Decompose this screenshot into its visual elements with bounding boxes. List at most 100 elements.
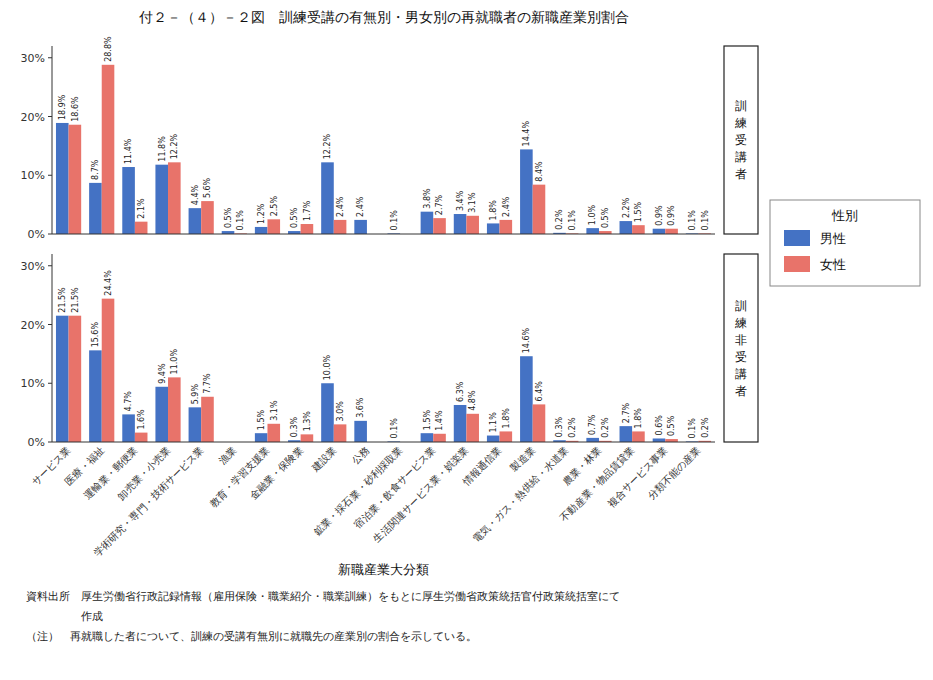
bar: [69, 316, 82, 442]
panel: 18.9%8.7%11.4%11.8%4.4%0.5%1.2%0.5%12.2%…: [21, 36, 758, 241]
bar: [433, 218, 446, 234]
panel-label-line: 者: [735, 167, 747, 181]
data-label: 0.2%: [568, 417, 577, 438]
bar: [135, 222, 148, 234]
bar: [69, 125, 82, 234]
bar: [334, 220, 347, 234]
data-label: 1.5%: [634, 201, 643, 222]
bars: [56, 299, 711, 442]
bar: [334, 424, 347, 442]
bar: [487, 223, 500, 234]
data-label: 6.3%: [456, 381, 465, 402]
data-label: 1.5%: [423, 409, 432, 430]
data-label: 28.8%: [104, 36, 113, 62]
panel-label-line: 訓: [735, 99, 747, 113]
bar: [620, 221, 633, 234]
x-tick-label: 製造業: [508, 445, 537, 474]
data-label: 18.6%: [71, 96, 80, 122]
x-tick-label: 漁業: [217, 445, 239, 467]
bar: [89, 183, 102, 234]
bar: [586, 228, 599, 234]
bar: [122, 414, 135, 442]
data-label: 0.7%: [588, 414, 597, 435]
bar: [267, 424, 280, 442]
data-label: 1.4%: [435, 410, 444, 431]
bar: [421, 212, 434, 234]
data-label: 1.7%: [303, 200, 312, 221]
x-tick-label: 情報通信業: [460, 445, 504, 489]
y-axis-line: [52, 254, 53, 442]
y-tick-label: 30%: [21, 52, 45, 65]
data-label: 2.4%: [336, 196, 345, 217]
panel-label-line: 練: [734, 316, 747, 330]
panel-label-line: 者: [735, 384, 747, 398]
bar: [620, 426, 633, 442]
y-tick: [48, 442, 52, 443]
data-label: 14.4%: [522, 121, 531, 147]
bar: [454, 214, 467, 234]
data-label: 3.8%: [423, 188, 432, 209]
data-label: 11.8%: [158, 136, 167, 162]
bar: [487, 436, 500, 442]
page: {"chart_data": [ {"type": "bar", "title"…: [0, 0, 933, 680]
bar: [586, 438, 599, 442]
bar: [255, 227, 268, 234]
y-tick: [48, 265, 52, 266]
panel-label-line: 非: [735, 333, 747, 347]
bar: [189, 407, 202, 442]
bar: [168, 377, 181, 442]
data-label: 4.8%: [468, 390, 477, 411]
y-tick: [48, 383, 52, 384]
legend-swatch: [784, 230, 810, 246]
x-axis-line: [52, 442, 715, 443]
data-label: 3.0%: [336, 401, 345, 422]
data-label: 12.2%: [323, 134, 332, 160]
data-label: 11.0%: [170, 349, 179, 375]
panel-label-line: 訓: [735, 299, 747, 313]
y-tick-label: 20%: [21, 319, 45, 332]
data-label: 8.4%: [535, 161, 544, 182]
data-label: 5.6%: [203, 177, 212, 198]
bar: [56, 316, 69, 442]
data-label: 18.9%: [58, 94, 67, 120]
bar: [155, 165, 168, 234]
bar: [168, 162, 181, 234]
panel-label: 訓練非受講者: [734, 299, 747, 398]
panel-label-line: 講: [735, 367, 747, 381]
data-label: 3.6%: [356, 397, 365, 418]
data-label: 0.2%: [555, 209, 564, 230]
data-label: 9.4%: [158, 363, 167, 384]
bar: [89, 350, 102, 442]
data-label: 2.1%: [137, 198, 146, 219]
y-tick: [48, 324, 52, 325]
bar: [421, 433, 434, 442]
data-label: 2.5%: [270, 196, 279, 217]
bar: [255, 433, 268, 442]
data-label: 15.6%: [91, 322, 100, 348]
data-label: 0.5%: [601, 207, 610, 228]
data-label: 0.6%: [655, 415, 664, 436]
data-label: 0.1%: [688, 210, 697, 231]
bar: [321, 383, 334, 442]
panel-label: 訓練受講者: [734, 99, 747, 181]
bar: [102, 299, 115, 442]
bar: [500, 220, 513, 234]
data-label: 1.8%: [634, 408, 643, 429]
x-axis-label: 新職産業大分類: [338, 562, 429, 577]
data-label: 0.1%: [390, 418, 399, 439]
data-label: 0.2%: [601, 417, 610, 438]
bar: [500, 431, 513, 442]
bar: [102, 65, 115, 234]
y-tick-label: 0%: [28, 436, 45, 449]
data-label: 0.1%: [568, 210, 577, 231]
bar: [533, 185, 546, 234]
panel-label-line: 受: [735, 133, 747, 147]
bar: [665, 229, 678, 234]
panel-label-line: 受: [735, 350, 747, 364]
footnote: 資料出所 厚生労働省行政記録情報（雇用保険・職業紹介・職業訓練）をもとに厚生労働…: [26, 590, 620, 603]
x-axis-line: [52, 234, 715, 235]
x-tick-label: 学術研究・専門・技術サービス業: [92, 445, 206, 559]
data-label: 0.5%: [667, 415, 676, 436]
data-label: 1.1%: [489, 412, 498, 433]
data-label: 0.1%: [236, 210, 245, 231]
